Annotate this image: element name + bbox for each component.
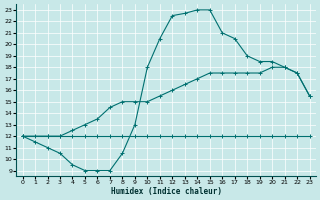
X-axis label: Humidex (Indice chaleur): Humidex (Indice chaleur) xyxy=(111,187,221,196)
